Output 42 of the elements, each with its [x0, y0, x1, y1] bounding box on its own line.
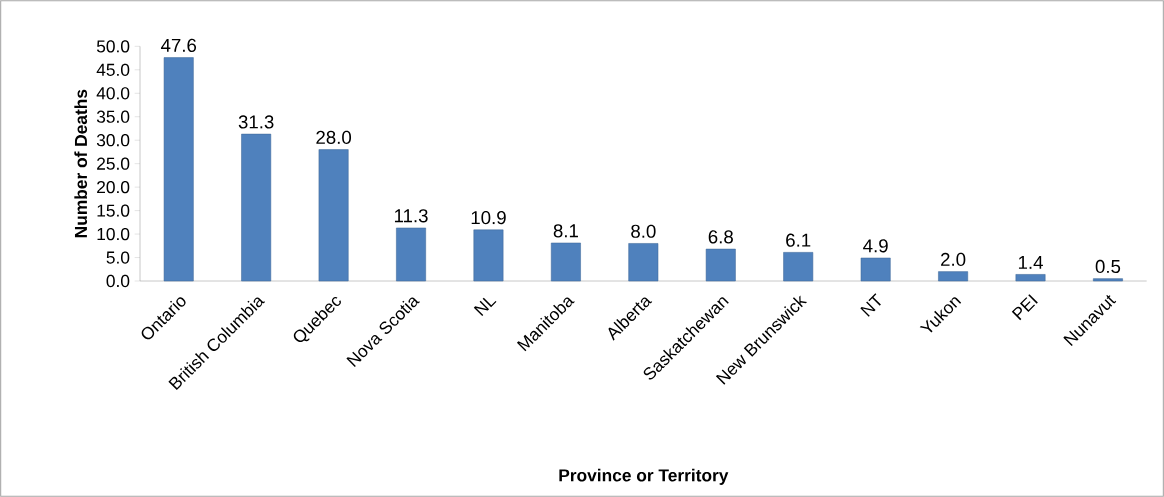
y-tick-label: 25.0 [97, 157, 130, 170]
data-label: 47.6 [160, 38, 197, 53]
y-tick-label: 50.0 [96, 40, 130, 53]
bar [783, 252, 814, 282]
data-label: 6.1 [786, 233, 811, 247]
data-label: 1.4 [1018, 255, 1043, 269]
bar [396, 227, 426, 282]
x-axis-title: Province or Territory [559, 468, 729, 485]
y-tick-label: 30.0 [96, 134, 130, 147]
data-label: 31.3 [238, 115, 274, 129]
bar [163, 57, 194, 282]
bar [1015, 274, 1046, 282]
y-tick-label: 45.0 [96, 63, 130, 76]
bar [241, 133, 272, 282]
data-label: 28.0 [316, 130, 352, 144]
y-tick-label: 0.0 [106, 274, 130, 288]
x-tick-label: NT [860, 293, 881, 317]
data-label: 8.1 [553, 224, 578, 238]
bar [1093, 278, 1123, 282]
data-label: 4.9 [863, 239, 888, 253]
data-label: 0.5 [1095, 259, 1121, 274]
data-label: 10.9 [471, 211, 506, 225]
bar [860, 257, 891, 282]
y-tick-label: 15.0 [97, 204, 130, 217]
data-label: 2.0 [941, 252, 966, 267]
y-tick-label: 10.0 [97, 227, 130, 241]
y-tick-label: 20.0 [97, 181, 130, 194]
data-label: 8.0 [631, 224, 656, 238]
y-tick-label: 5.0 [106, 251, 130, 264]
y-tick-label: 40.0 [96, 87, 130, 100]
y-axis-title: Number of Deaths [74, 89, 88, 238]
bar [628, 243, 659, 282]
bar [705, 248, 736, 282]
bar [318, 149, 349, 282]
bar [938, 271, 969, 282]
data-label: 11.3 [394, 209, 428, 223]
data-label: 6.8 [708, 230, 733, 244]
bar [473, 229, 504, 282]
x-tick-label: PEI [1011, 294, 1038, 321]
x-tick-label: NL [473, 297, 497, 317]
y-tick-label: 35.0 [96, 110, 130, 123]
bar [550, 242, 581, 282]
